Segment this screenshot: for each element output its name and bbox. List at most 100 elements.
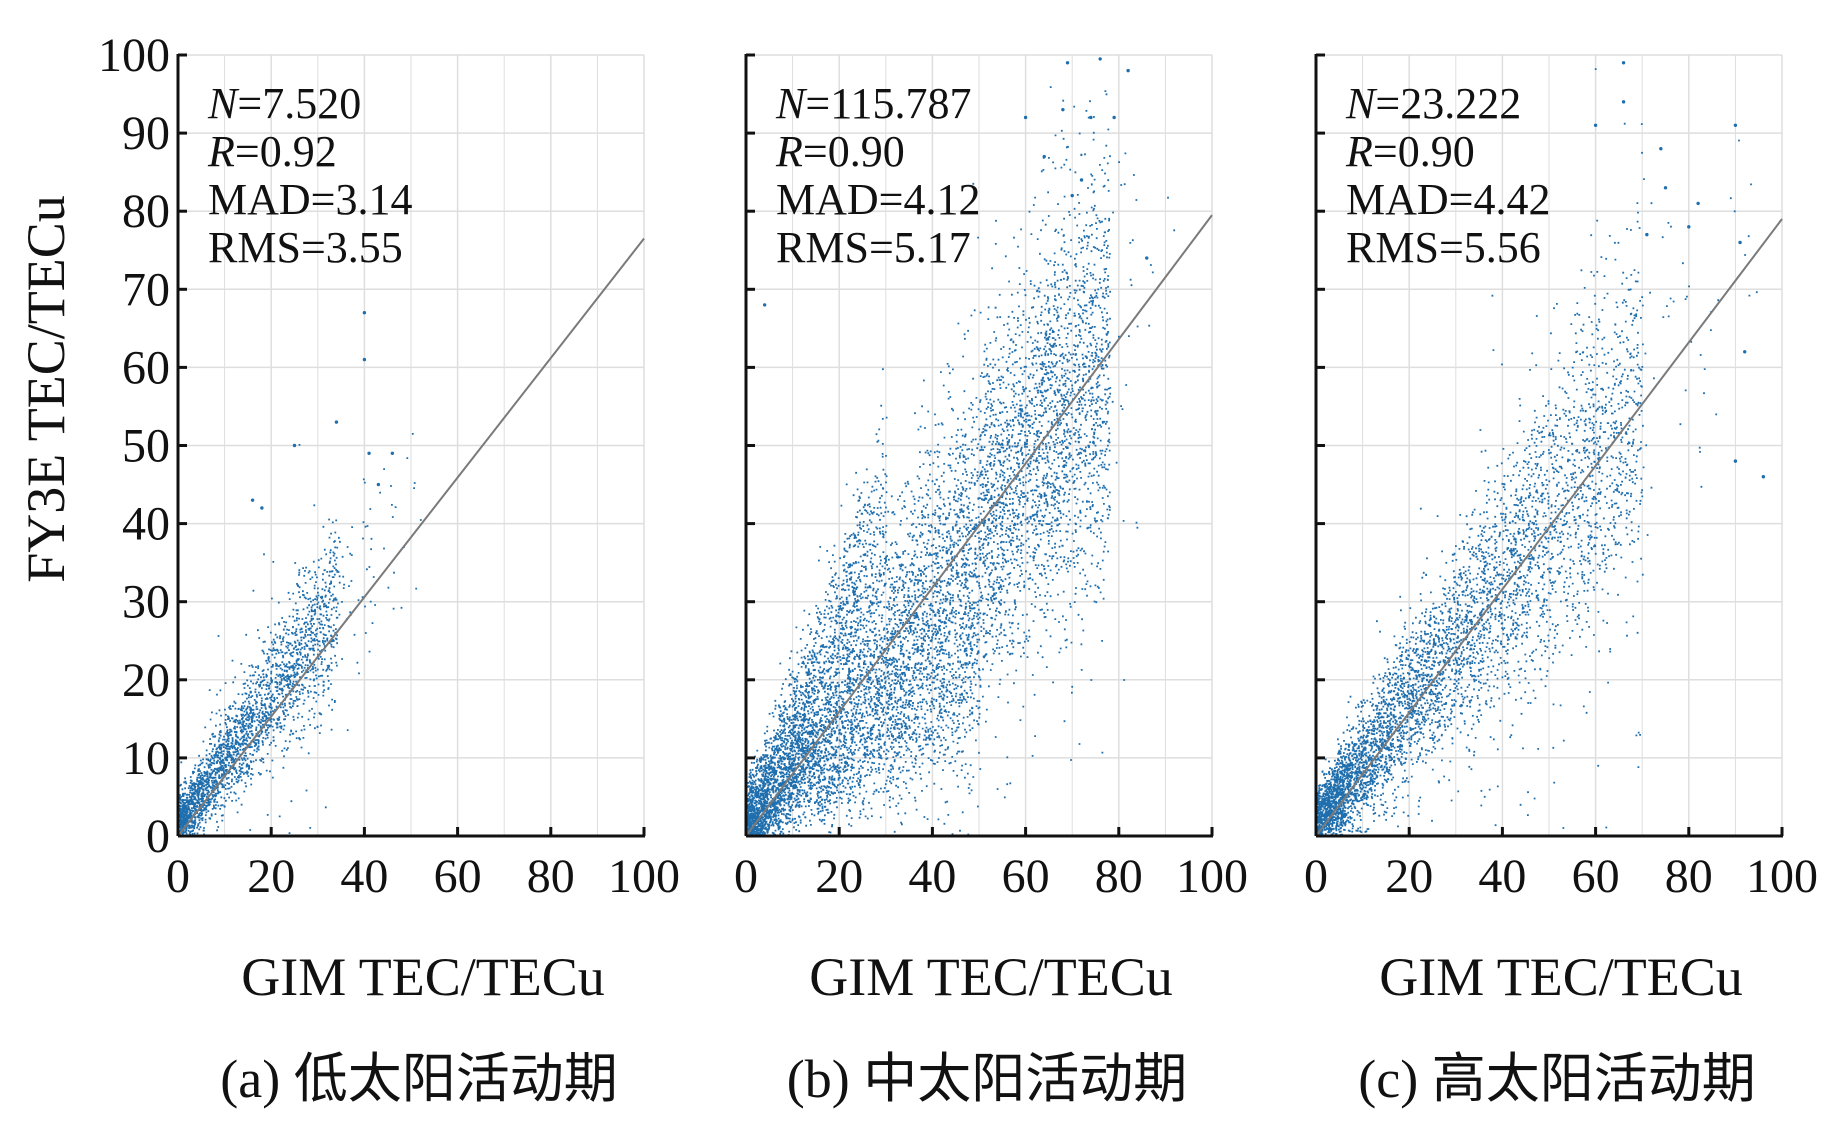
- scatter-outlier-point: [1098, 57, 1102, 61]
- scatter-outlier-point: [1687, 225, 1691, 229]
- scatter-outlier-point: [260, 506, 264, 510]
- stat-r-c: R=0.90: [1345, 127, 1475, 176]
- y-axis-label: FY3E TEC/TECu: [16, 195, 76, 583]
- scatter-outlier-point: [1621, 61, 1626, 65]
- x-axis-label-b: GIM TEC/TECu: [809, 947, 1173, 1007]
- x-tick-label: 20: [247, 850, 295, 903]
- x-axis-label-c: GIM TEC/TECu: [1379, 947, 1743, 1007]
- scatter-points-a: [179, 311, 422, 837]
- x-tick-labels-b: 0 20 40 60 80 100: [734, 850, 1248, 903]
- scatter-outlier-point: [1079, 178, 1084, 182]
- x-tick-label: 100: [1746, 850, 1818, 903]
- caption-a: (a) 低太阳活动期: [220, 1049, 617, 1109]
- stat-n-b: N=115.787: [775, 79, 972, 128]
- scatter-outlier-point: [1023, 115, 1028, 120]
- y-tick-label: 70: [122, 263, 170, 316]
- stat-n-c: N=23.222: [1345, 79, 1521, 128]
- stat-r-b: R=0.90: [775, 127, 905, 176]
- stat-n-a: N=7.520: [207, 79, 361, 128]
- scatter-outlier-point: [1738, 240, 1742, 245]
- scatter-outlier-point: [1112, 115, 1116, 120]
- scatter-panel-mid-activity: 0 20 40 60 80 100 N=115.787 R=0.90 MAD=4.12 R…: [734, 53, 1248, 1109]
- axes-b: [744, 53, 1214, 838]
- scatter-outlier-point: [1065, 61, 1070, 65]
- x-tick-label: 20: [815, 850, 863, 903]
- stat-rms-a: RMS=3.55: [208, 223, 403, 272]
- scatter-outlier-point: [390, 451, 395, 456]
- scatter-outlier-point: [1089, 115, 1093, 120]
- x-tick-label: 0: [734, 850, 758, 903]
- scatter-point-cloud: [746, 86, 1176, 837]
- y-tick-labels-a: 0 10 20 30 40 50 60 70 80 90 100: [98, 29, 170, 863]
- scatter-outlier-point: [1743, 350, 1747, 354]
- x-tick-labels-a: 0 20 40 60 80 100: [166, 850, 680, 903]
- stat-rms-b: RMS=5.17: [776, 223, 971, 272]
- scatter-outlier-point: [1659, 147, 1663, 151]
- x-tick-label: 40: [1478, 850, 1526, 903]
- y-tick-label: 0: [146, 810, 170, 863]
- scatter-outlier-point: [1145, 256, 1149, 260]
- scatter-outlier-point: [292, 443, 297, 448]
- fit-line-b: [745, 214, 1213, 837]
- scatter-point-cloud: [1317, 68, 1758, 837]
- fit-line-a: [177, 237, 645, 837]
- y-tick-label: 20: [122, 654, 170, 707]
- scatter-outlier-point: [1733, 123, 1738, 127]
- y-tick-label: 90: [122, 107, 170, 160]
- scatter-outlier-point: [1645, 232, 1649, 237]
- y-tick-label: 100: [98, 29, 170, 82]
- x-axis-label-a: GIM TEC/TECu: [241, 947, 605, 1007]
- x-tick-label: 100: [608, 850, 680, 903]
- scatter-outlier-point: [1733, 459, 1738, 463]
- scatter-outlier-point: [1593, 123, 1598, 127]
- y-tick-label: 80: [122, 185, 170, 238]
- y-tick-label: 10: [122, 732, 170, 785]
- stat-rms-c: RMS=5.56: [1346, 223, 1541, 272]
- scatter-points-b: [746, 57, 1176, 837]
- stat-r-a: R=0.92: [207, 127, 337, 176]
- scatter-outlier-point: [362, 357, 367, 362]
- scatter-outlier-point: [376, 482, 381, 487]
- scatter-outlier-point: [1621, 100, 1626, 104]
- x-tick-label: 40: [908, 850, 956, 903]
- x-tick-label: 60: [1002, 850, 1050, 903]
- scatter-outlier-point: [1126, 68, 1130, 73]
- scatter-outlier-point: [367, 451, 371, 456]
- scatter-outlier-point: [1761, 475, 1766, 479]
- stats-block-c: N=23.222 R=0.90 MAD=4.42 RMS=5.56: [1345, 79, 1551, 272]
- scatter-outlier-point: [1042, 154, 1046, 159]
- scatter-points-c: [1317, 61, 1766, 837]
- y-tick-label: 40: [122, 498, 170, 551]
- scatter-outlier-point: [1061, 107, 1065, 112]
- x-tick-label: 80: [1095, 850, 1143, 903]
- scatter-outlier-point: [1663, 186, 1668, 190]
- scatter-outlier-point: [362, 311, 367, 315]
- scatter-outlier-point: [250, 498, 255, 502]
- x-tick-label: 80: [527, 850, 575, 903]
- x-tick-label: 40: [340, 850, 388, 903]
- scatter-outlier-point: [1696, 201, 1700, 206]
- stat-mad-b: MAD=4.12: [776, 175, 981, 224]
- x-tick-label: 20: [1385, 850, 1433, 903]
- caption-c: (c) 高太阳活动期: [1358, 1049, 1755, 1109]
- x-tick-label: 60: [434, 850, 482, 903]
- x-tick-label: 0: [1304, 850, 1328, 903]
- scatter-panel-low-activity: 0 10 20 30 40 50 60 70 80 90 100 0 20 40 60 80 100 N=7.…: [98, 29, 680, 1109]
- y-tick-label: 60: [122, 341, 170, 394]
- fit-line-c: [1315, 218, 1783, 837]
- scatter-outlier-point: [334, 420, 339, 424]
- stats-block-a: N=7.520 R=0.92 MAD=3.14 RMS=3.55: [207, 79, 413, 272]
- stats-block-b: N=115.787 R=0.90 MAD=4.12 RMS=5.17: [775, 79, 981, 272]
- axes-a: [176, 53, 646, 838]
- y-tick-label: 50: [122, 420, 170, 473]
- y-tick-label: 30: [122, 576, 170, 629]
- x-tick-labels-c: 0 20 40 60 80 100: [1304, 850, 1818, 903]
- scatter-point-cloud: [179, 433, 422, 837]
- x-tick-label: 0: [166, 850, 190, 903]
- scatter-outlier-point: [1070, 193, 1074, 198]
- stat-mad-a: MAD=3.14: [208, 175, 413, 224]
- stat-mad-c: MAD=4.42: [1346, 175, 1551, 224]
- caption-b: (b) 中太阳活动期: [787, 1049, 1187, 1109]
- x-tick-label: 60: [1572, 850, 1620, 903]
